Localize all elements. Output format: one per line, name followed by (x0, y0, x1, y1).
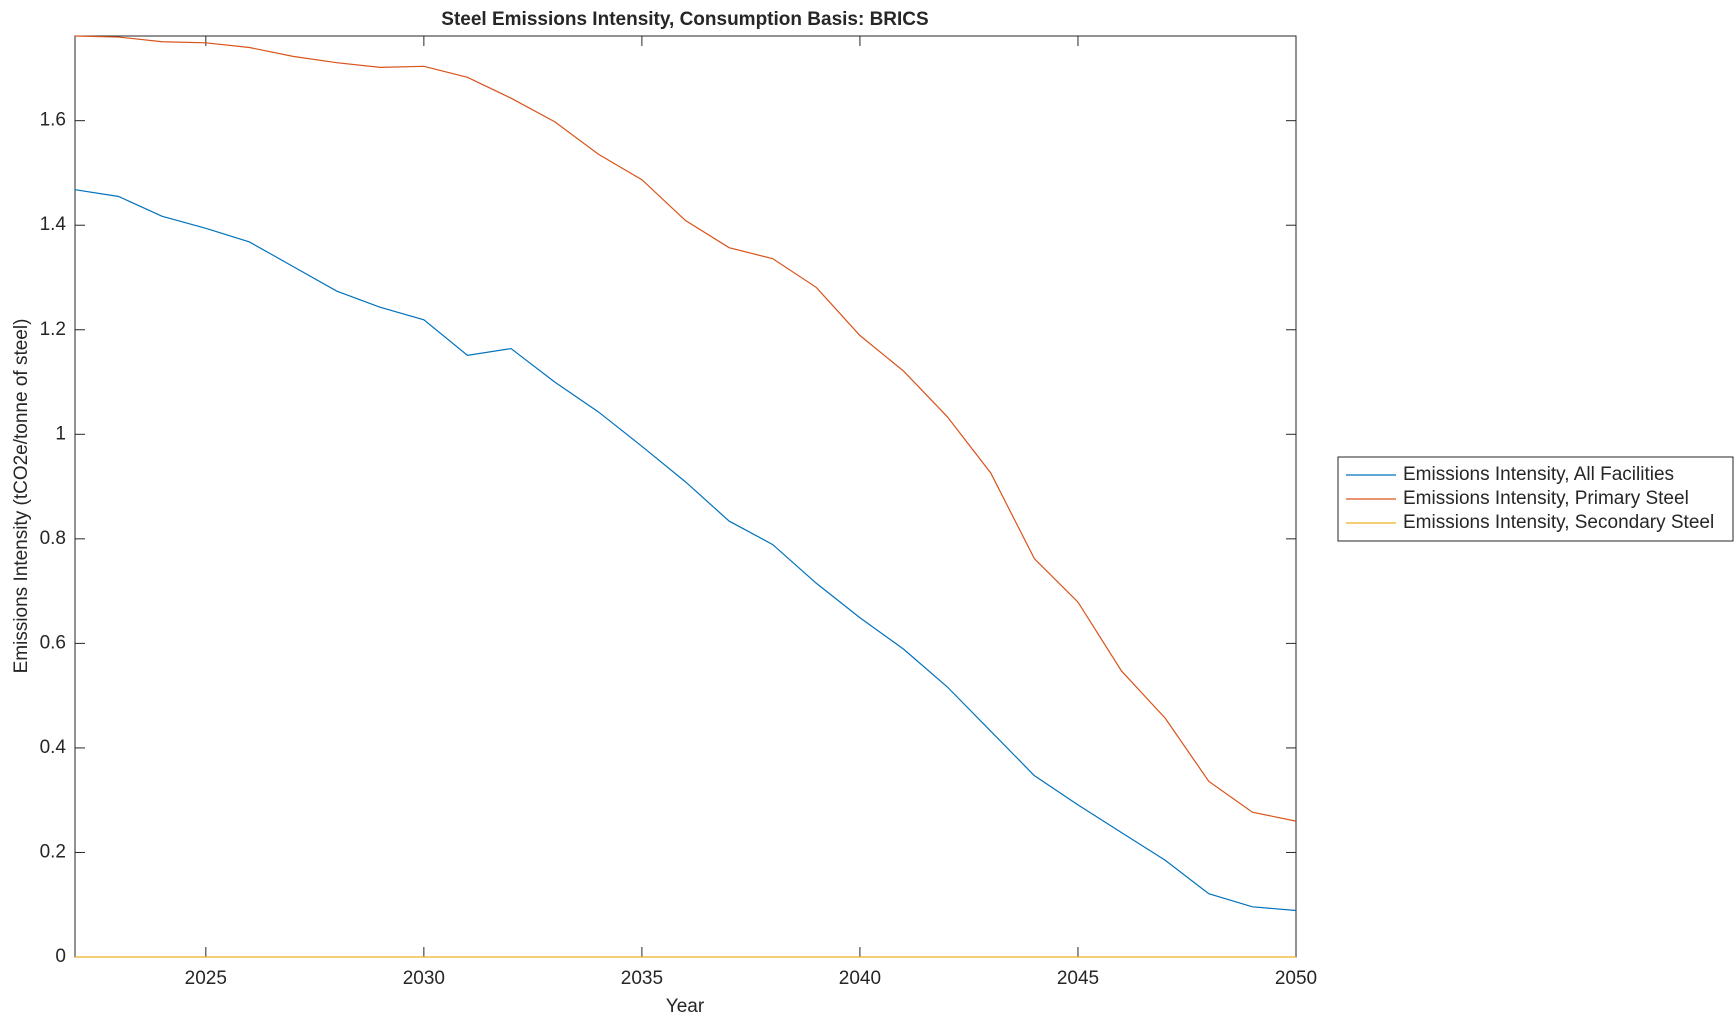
x-axis-label: Year (666, 996, 705, 1017)
line-series (74, 35, 1297, 822)
y-tick-label: 0 (55, 946, 66, 967)
plot-area (74, 35, 1297, 958)
x-tick-label: 2050 (1275, 968, 1317, 989)
x-tick-label: 2025 (185, 968, 227, 989)
y-axis-label: Emissions Intensity (tCO2e/tonne of stee… (11, 319, 32, 674)
y-tick-label: 0.6 (40, 632, 66, 653)
y-tick-label: 0.2 (40, 841, 66, 862)
line-series (74, 189, 1297, 912)
x-tick-label: 2035 (621, 968, 663, 989)
legend-label: Emissions Intensity, All Facilities (1403, 464, 1674, 485)
legend-label: Emissions Intensity, Primary Steel (1403, 488, 1689, 509)
x-tick-label: 2040 (839, 968, 881, 989)
x-tick-label: 2045 (1057, 968, 1099, 989)
legend-label: Emissions Intensity, Secondary Steel (1403, 512, 1714, 533)
y-tick-label: 1.4 (40, 214, 67, 235)
y-tick-label: 0.4 (40, 737, 67, 758)
y-tick-label: 1.6 (40, 110, 66, 131)
chart-title: Steel Emissions Intensity, Consumption B… (441, 9, 928, 30)
legend-box (1337, 456, 1734, 542)
y-tick-label: 1 (55, 423, 66, 444)
y-tick-label: 0.8 (40, 528, 66, 549)
x-tick-label: 2030 (403, 968, 445, 989)
y-tick-label: 1.2 (40, 319, 66, 340)
legend: Emissions Intensity, All Facilities Emiss… (1337, 456, 1734, 542)
